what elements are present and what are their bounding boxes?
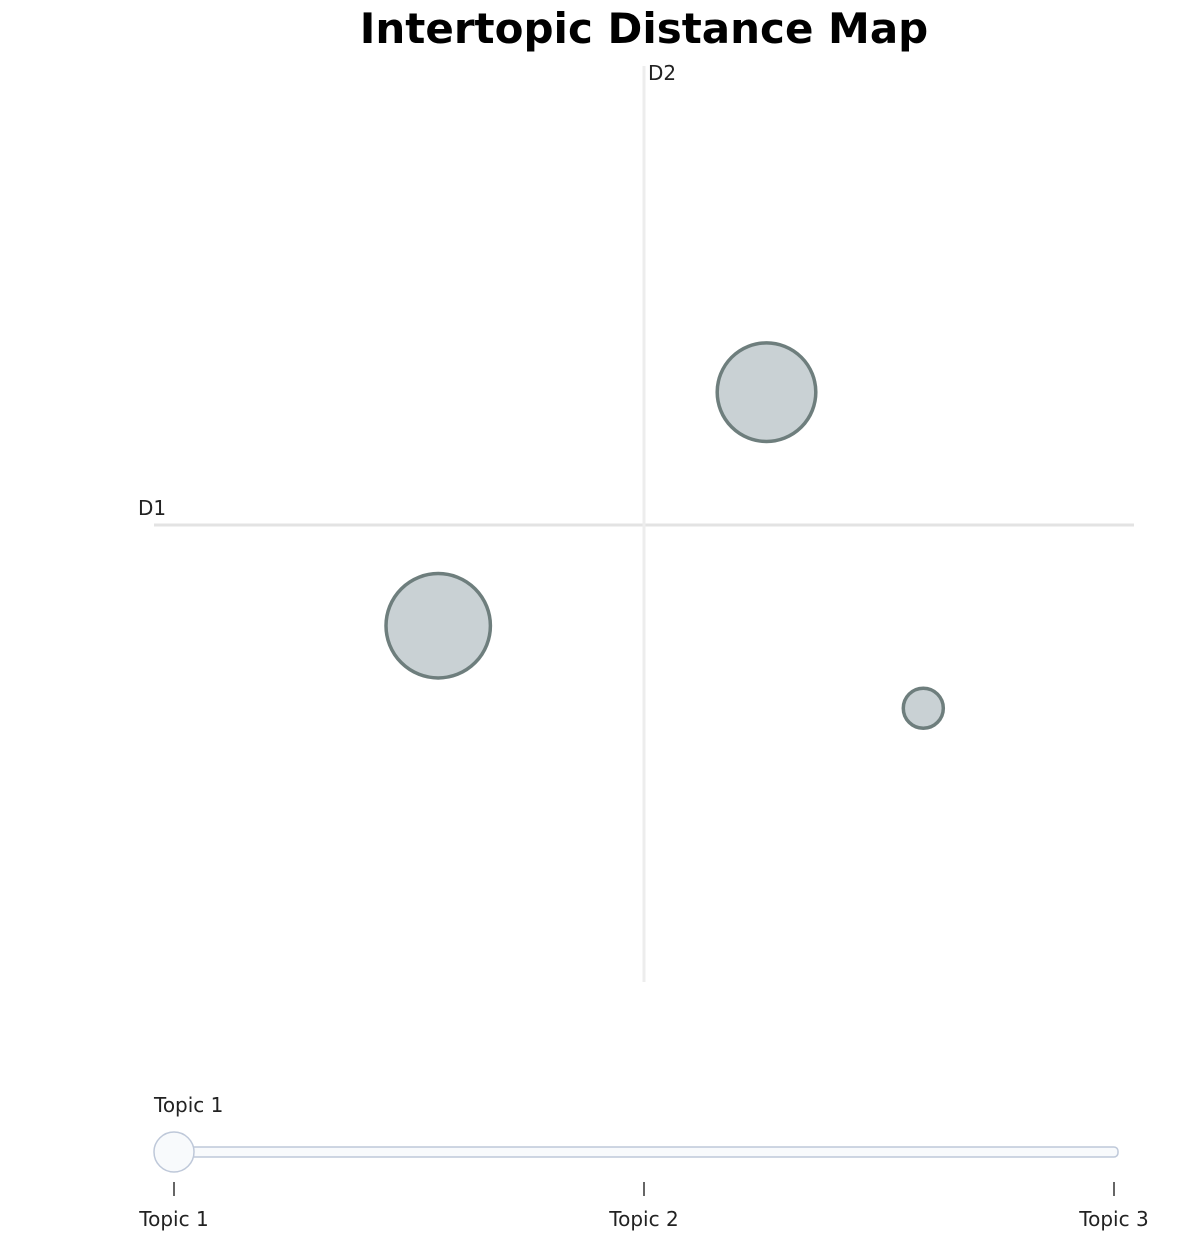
points-group <box>384 341 946 730</box>
slider-handle[interactable] <box>153 1131 195 1173</box>
slider-tick-label: Topic 3 <box>1078 1207 1148 1231</box>
d2-axis-label: D2 <box>648 61 676 85</box>
slider-tick-label: Topic 2 <box>608 1207 678 1231</box>
topic-bubble-2[interactable] <box>384 571 493 680</box>
chart-title: Intertopic Distance Map <box>359 4 929 53</box>
slider-tick-label: Topic 1 <box>138 1207 208 1231</box>
slider-rail[interactable] <box>173 1146 1119 1158</box>
topic-slider[interactable]: Topic 1 Topic 1 Topic 2 Topic 3 <box>138 1093 1148 1231</box>
slider-current-label: Topic 1 <box>153 1093 223 1117</box>
d1-axis-label: D1 <box>138 496 166 520</box>
axes-group: D1 D2 <box>138 61 1134 982</box>
topic-bubble-3[interactable] <box>901 686 946 730</box>
topic-bubble-1[interactable] <box>715 341 818 444</box>
